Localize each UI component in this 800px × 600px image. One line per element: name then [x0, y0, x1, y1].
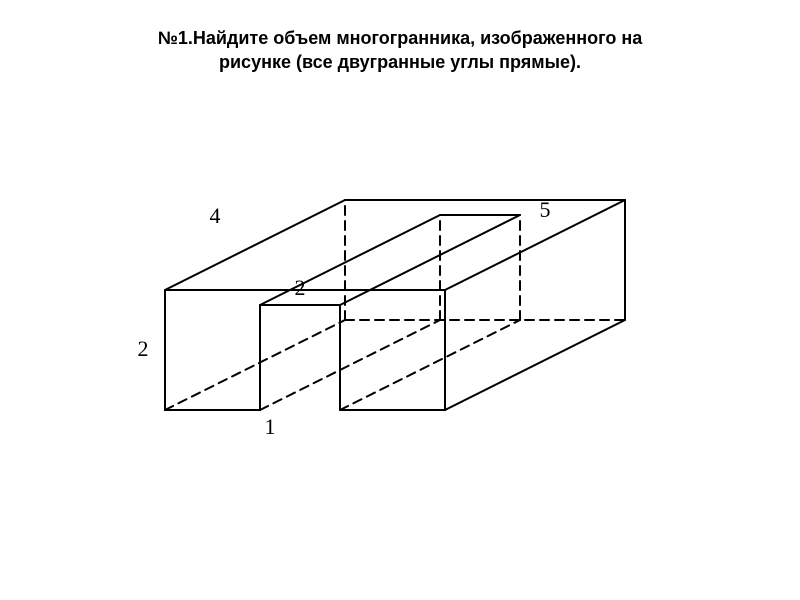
- svg-text:1: 1: [265, 414, 276, 439]
- problem-title: №1.Найдите объем многогранника, изображе…: [0, 0, 800, 75]
- title-line-1: №1.Найдите объем многогранника, изображе…: [158, 28, 642, 48]
- svg-text:2: 2: [138, 336, 149, 361]
- svg-text:4: 4: [210, 203, 221, 228]
- svg-text:5: 5: [540, 197, 551, 222]
- svg-text:2: 2: [295, 275, 306, 300]
- polyhedron-diagram: 5 4 2 2 1: [0, 75, 800, 575]
- title-line-2: рисунке (все двугранные углы прямые).: [219, 52, 581, 72]
- diagram-svg: 5 4 2 2 1: [0, 75, 800, 575]
